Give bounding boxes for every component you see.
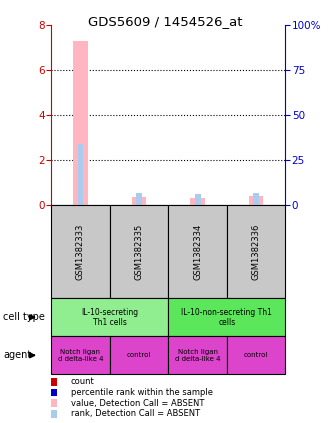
- Bar: [253, 193, 259, 205]
- Text: GSM1382334: GSM1382334: [193, 224, 202, 280]
- Bar: [73, 41, 88, 205]
- Text: GSM1382336: GSM1382336: [252, 223, 261, 280]
- Text: IL-10-non-secreting Th1
cells: IL-10-non-secreting Th1 cells: [182, 308, 272, 327]
- Text: Notch ligan
d delta-like 4: Notch ligan d delta-like 4: [58, 349, 103, 362]
- Text: control: control: [127, 352, 151, 358]
- Bar: [195, 195, 201, 205]
- Text: GSM1382335: GSM1382335: [135, 224, 144, 280]
- Bar: [132, 197, 146, 205]
- Text: count: count: [71, 377, 95, 387]
- Text: Notch ligan
d delta-like 4: Notch ligan d delta-like 4: [175, 349, 220, 362]
- Text: IL-10-secreting
Th1 cells: IL-10-secreting Th1 cells: [81, 308, 138, 327]
- Text: value, Detection Call = ABSENT: value, Detection Call = ABSENT: [71, 398, 204, 408]
- Bar: [78, 145, 83, 205]
- Bar: [136, 193, 142, 205]
- Bar: [249, 196, 263, 205]
- Text: GSM1382333: GSM1382333: [76, 223, 85, 280]
- Text: agent: agent: [3, 350, 32, 360]
- Bar: [190, 198, 205, 205]
- Text: cell type: cell type: [3, 312, 45, 322]
- Text: GDS5609 / 1454526_at: GDS5609 / 1454526_at: [88, 15, 242, 28]
- Text: rank, Detection Call = ABSENT: rank, Detection Call = ABSENT: [71, 409, 200, 418]
- Text: percentile rank within the sample: percentile rank within the sample: [71, 388, 213, 397]
- Text: control: control: [244, 352, 268, 358]
